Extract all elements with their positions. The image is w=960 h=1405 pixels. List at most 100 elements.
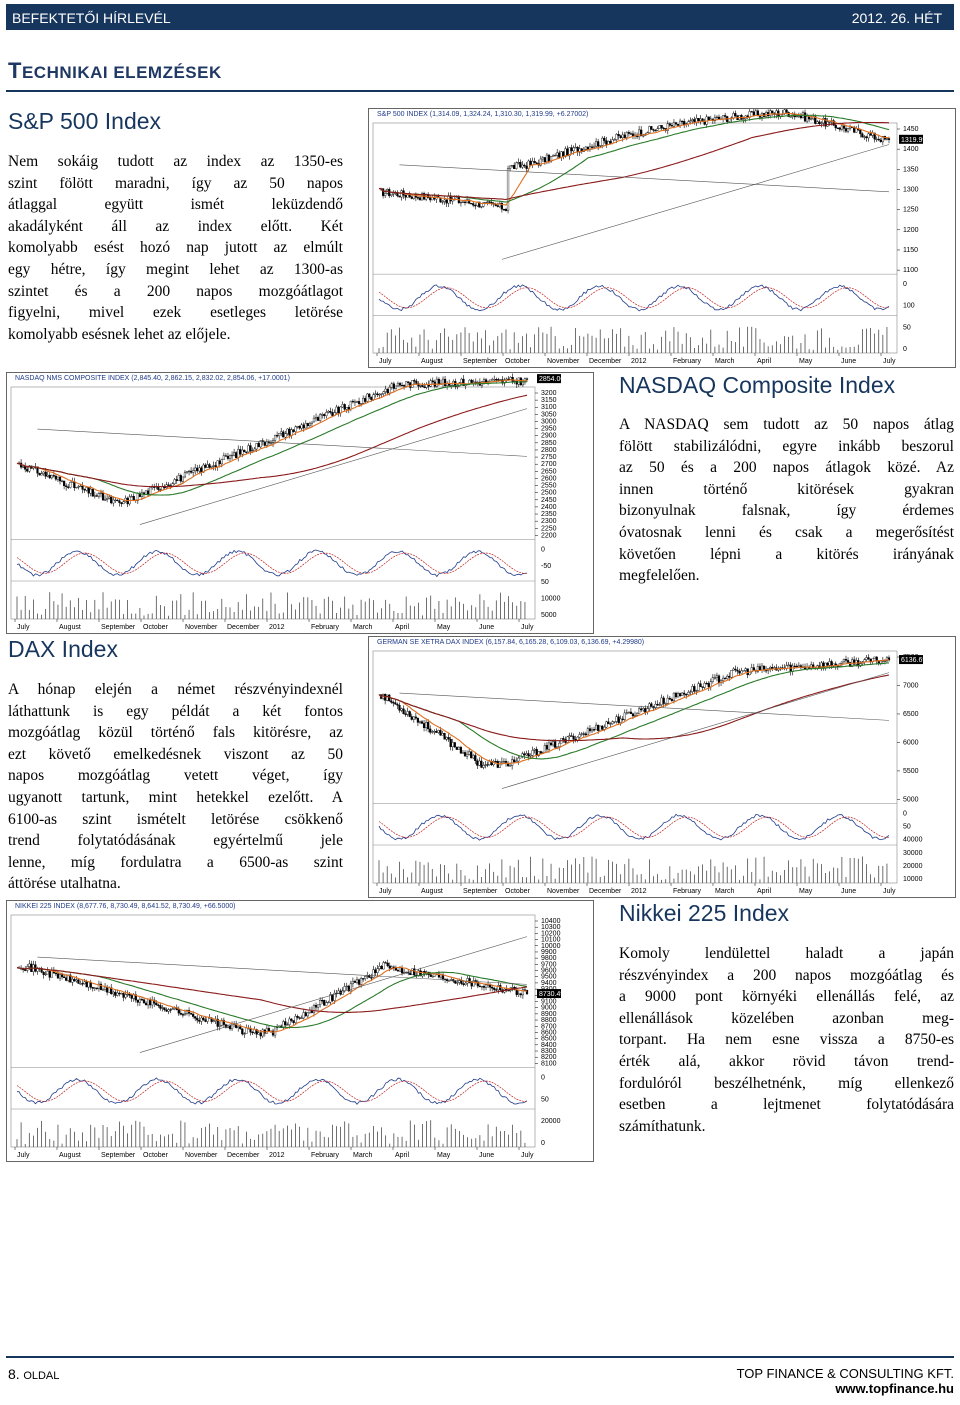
price-tick-label: 1150 bbox=[903, 247, 918, 254]
price-tick-label: 2250 bbox=[541, 525, 557, 532]
price-tick-label: 5000 bbox=[903, 796, 919, 803]
month-label: September bbox=[463, 358, 498, 365]
oscillator-signal-line bbox=[16, 1080, 528, 1102]
month-label: June bbox=[479, 624, 494, 631]
month-label: April bbox=[757, 358, 771, 365]
moving-average-line bbox=[378, 674, 890, 742]
text-line: innen történő kitörések gyakran bbox=[619, 480, 954, 498]
price-tick-label: 9400 bbox=[541, 980, 557, 987]
text-line: torpant. Ha nem esne vissza a 8750-es bbox=[619, 1031, 954, 1049]
month-label: October bbox=[143, 624, 169, 631]
month-label: August bbox=[59, 624, 81, 631]
text-line: óvatosnak lenni és csak a megerősítést bbox=[619, 523, 954, 541]
month-label: June bbox=[841, 358, 856, 365]
price-tick-label: 2200 bbox=[541, 532, 557, 539]
price-tick-label: 9000 bbox=[541, 1005, 557, 1012]
text-line: trend folytatódásának egyértelmű jele bbox=[8, 832, 343, 850]
month-label: April bbox=[395, 624, 409, 631]
nasdaq-chart-header: NASDAQ NMS COMPOSITE INDEX (2,845.40, 2,… bbox=[15, 375, 290, 382]
osc-tick-label: 10000 bbox=[541, 596, 561, 603]
price-tick-label: 9900 bbox=[541, 949, 557, 956]
price-tick-label: 8100 bbox=[541, 1060, 557, 1067]
text-line: ugyanott tartunk, mint hetekkel ezelőtt.… bbox=[8, 788, 343, 806]
osc-tick-label: 5000 bbox=[541, 612, 557, 619]
price-tick-label: 8800 bbox=[541, 1017, 557, 1024]
last-price-label: 8730.49 bbox=[539, 991, 564, 998]
price-tick-label: 2850 bbox=[541, 440, 557, 447]
month-label: May bbox=[799, 358, 813, 365]
price-tick-label: 1350 bbox=[903, 166, 919, 173]
moving-average-line bbox=[378, 659, 889, 765]
text-line: lenne, míg fordulatra a 6500-as szint bbox=[8, 853, 343, 871]
text-line: megfelelően. bbox=[619, 567, 700, 585]
price-tick-label: 2900 bbox=[541, 433, 557, 440]
month-label: May bbox=[437, 1152, 451, 1159]
price-tick-label: 3150 bbox=[541, 397, 557, 404]
osc-tick-label: 30000 bbox=[903, 850, 923, 857]
price-tick-label: 2300 bbox=[541, 518, 557, 525]
text-line: szint fölött maradni, így az 50 napos bbox=[8, 174, 343, 192]
price-tick-label: 2800 bbox=[541, 447, 557, 454]
month-label: November bbox=[185, 624, 218, 631]
company-url[interactable]: www.topfinance.hu bbox=[835, 1381, 954, 1396]
month-label: February bbox=[311, 624, 340, 631]
nikkei-text: Komoly lendülettel haladt a japán részvén… bbox=[619, 943, 954, 1137]
month-label: 2012 bbox=[631, 358, 647, 365]
price-tick-label: 1100 bbox=[903, 267, 918, 274]
price-tick-label: 5500 bbox=[903, 768, 919, 775]
price-tick-label: 8700 bbox=[541, 1023, 557, 1030]
month-label: December bbox=[227, 624, 260, 631]
text-line: mozgóátlag közül történő fals kitörésre,… bbox=[8, 724, 343, 742]
trend-line bbox=[139, 408, 528, 525]
month-label: November bbox=[185, 1152, 218, 1159]
month-label: September bbox=[101, 624, 136, 631]
month-label: April bbox=[757, 888, 771, 895]
month-label: 2012 bbox=[631, 888, 647, 895]
month-label: July bbox=[17, 1152, 30, 1159]
osc-tick-label: 0 bbox=[903, 281, 907, 288]
dax-text: A hónap elején a német részvényindexnél l… bbox=[8, 679, 343, 895]
moving-average-line bbox=[16, 967, 528, 1013]
month-label: October bbox=[505, 358, 531, 365]
month-label: 2012 bbox=[269, 624, 285, 631]
price-tick-label: 10400 bbox=[541, 918, 561, 925]
price-tick-label: 2500 bbox=[541, 490, 557, 497]
trend-line bbox=[139, 936, 528, 1053]
page-number: 8. OLDAL bbox=[8, 1366, 60, 1382]
price-tick-label: 2400 bbox=[541, 504, 557, 511]
plot-frame bbox=[10, 386, 536, 620]
month-label: March bbox=[353, 1152, 373, 1159]
dax-title: DAX Index bbox=[8, 636, 118, 662]
text-line: esetben a lejtmenet folytatódására bbox=[619, 1096, 954, 1114]
price-tick-label: 9700 bbox=[541, 961, 557, 968]
oscillator-line bbox=[378, 813, 890, 841]
plot-frame bbox=[10, 914, 536, 1148]
last-price-label: 6136.69 bbox=[901, 657, 926, 664]
trend-line bbox=[37, 956, 528, 985]
month-label: November bbox=[547, 358, 580, 365]
month-label: February bbox=[311, 1152, 340, 1159]
oscillator-line bbox=[17, 1077, 528, 1105]
price-tick-label: 1400 bbox=[903, 146, 919, 153]
month-label: December bbox=[227, 1152, 260, 1159]
osc-tick-label: 10000 bbox=[903, 876, 923, 883]
text-line: 6100-as szint ismételt letörése csökkenő bbox=[8, 810, 343, 828]
price-tick-label: 2950 bbox=[541, 426, 557, 433]
text-line: fölött stabilizálódni, egyre inkább besz… bbox=[619, 437, 954, 455]
month-label: September bbox=[101, 1152, 136, 1159]
text-line: Nem sokáig tudott az index az 1350-es bbox=[8, 153, 343, 170]
dax-chart-header: GERMAN SE XETRA DAX INDEX (6,157.84, 6,1… bbox=[377, 639, 645, 646]
moving-average-line bbox=[16, 394, 528, 488]
plot-frame bbox=[372, 650, 898, 884]
osc-tick-label: 40000 bbox=[903, 837, 923, 844]
price-tick-label: 8900 bbox=[541, 1011, 557, 1018]
nasdaq-text: A NASDAQ sem tudott az 50 napos átlag föl… bbox=[619, 414, 954, 587]
oscillator-line bbox=[378, 284, 890, 312]
text-line: figyelni, mivel ezek esetleges letörése bbox=[8, 304, 343, 322]
text-line: érték alá, akkor rövid távon trend- bbox=[619, 1052, 954, 1070]
month-label: July bbox=[883, 888, 896, 895]
text-line: az 50 és a 200 napos átlagok közé. Az bbox=[619, 459, 954, 477]
oscillator-signal-line bbox=[378, 816, 890, 838]
price-tick-label: 2550 bbox=[541, 483, 557, 490]
trend-line bbox=[37, 428, 528, 457]
